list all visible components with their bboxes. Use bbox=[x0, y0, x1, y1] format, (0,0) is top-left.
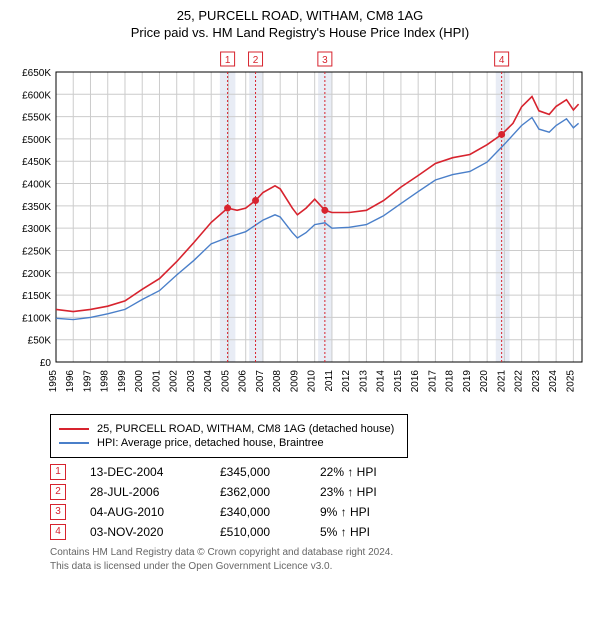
svg-text:1999: 1999 bbox=[117, 370, 128, 393]
svg-text:1998: 1998 bbox=[100, 370, 111, 393]
svg-text:3: 3 bbox=[322, 55, 328, 66]
svg-text:2022: 2022 bbox=[514, 370, 525, 393]
svg-text:£50K: £50K bbox=[28, 336, 52, 347]
legend-swatch-hpi bbox=[59, 442, 89, 444]
svg-text:2014: 2014 bbox=[376, 370, 387, 393]
svg-text:2001: 2001 bbox=[151, 370, 162, 393]
svg-text:£450K: £450K bbox=[22, 157, 51, 168]
sale-price: £510,000 bbox=[220, 525, 320, 539]
sale-date: 04-AUG-2010 bbox=[90, 505, 220, 519]
chart-svg: £0 £50K £100K £150K £200K £250K £300K £350K £400… bbox=[10, 48, 590, 408]
sale-marker-icon: 2 bbox=[50, 484, 66, 500]
sale-row: 3 04-AUG-2010£340,0009% ↑ HPI bbox=[50, 504, 590, 520]
sale-diff: 23% ↑ HPI bbox=[320, 485, 440, 499]
legend-row-1: 25, PURCELL ROAD, WITHAM, CM8 1AG (detac… bbox=[59, 423, 399, 435]
svg-text:2012: 2012 bbox=[341, 370, 352, 393]
svg-text:£650K: £650K bbox=[22, 68, 51, 79]
svg-text:£300K: £300K bbox=[22, 224, 51, 235]
svg-text:2018: 2018 bbox=[445, 370, 456, 393]
footer-line-1: Contains HM Land Registry data © Crown c… bbox=[50, 546, 590, 560]
sale-price: £345,000 bbox=[220, 465, 320, 479]
svg-text:2024: 2024 bbox=[548, 370, 559, 393]
svg-text:2005: 2005 bbox=[220, 370, 231, 393]
svg-text:2004: 2004 bbox=[203, 370, 214, 393]
svg-text:1996: 1996 bbox=[65, 370, 76, 393]
sale-diff: 5% ↑ HPI bbox=[320, 525, 440, 539]
legend-row-2: HPI: Average price, detached house, Brai… bbox=[59, 437, 399, 449]
svg-text:2008: 2008 bbox=[272, 370, 283, 393]
svg-text:2000: 2000 bbox=[134, 370, 145, 393]
svg-text:1995: 1995 bbox=[48, 370, 59, 393]
sale-diff: 22% ↑ HPI bbox=[320, 465, 440, 479]
sale-date: 28-JUL-2006 bbox=[90, 485, 220, 499]
svg-text:£150K: £150K bbox=[22, 291, 51, 302]
svg-text:£250K: £250K bbox=[22, 246, 51, 257]
sale-marker-icon: 1 bbox=[50, 464, 66, 480]
svg-text:2002: 2002 bbox=[169, 370, 180, 393]
svg-text:1: 1 bbox=[225, 55, 231, 66]
svg-text:2003: 2003 bbox=[186, 370, 197, 393]
svg-text:£0: £0 bbox=[40, 358, 52, 369]
sale-marker-icon: 4 bbox=[50, 524, 66, 540]
sale-diff: 9% ↑ HPI bbox=[320, 505, 440, 519]
svg-text:£100K: £100K bbox=[22, 313, 51, 324]
legend-swatch-property bbox=[59, 428, 89, 430]
legend: 25, PURCELL ROAD, WITHAM, CM8 1AG (detac… bbox=[50, 414, 408, 458]
footer: Contains HM Land Registry data © Crown c… bbox=[50, 546, 590, 574]
svg-text:2011: 2011 bbox=[324, 370, 335, 392]
chart-container: 25, PURCELL ROAD, WITHAM, CM8 1AG Price … bbox=[0, 0, 600, 584]
svg-text:2006: 2006 bbox=[238, 370, 249, 393]
svg-text:2021: 2021 bbox=[496, 370, 507, 393]
svg-text:2010: 2010 bbox=[307, 370, 318, 393]
title-line-1: 25, PURCELL ROAD, WITHAM, CM8 1AG bbox=[10, 8, 590, 23]
sale-row: 4 03-NOV-2020£510,0005% ↑ HPI bbox=[50, 524, 590, 540]
price-chart: £0 £50K £100K £150K £200K £250K £300K £350K £400… bbox=[10, 48, 590, 408]
footer-line-2: This data is licensed under the Open Gov… bbox=[50, 560, 590, 574]
sales-table: 1 13-DEC-2004£345,00022% ↑ HPI 2 28-JUL-200… bbox=[50, 464, 590, 540]
sale-row: 1 13-DEC-2004£345,00022% ↑ HPI bbox=[50, 464, 590, 480]
legend-label-property: 25, PURCELL ROAD, WITHAM, CM8 1AG (detac… bbox=[97, 423, 394, 435]
sale-row: 2 28-JUL-2006£362,00023% ↑ HPI bbox=[50, 484, 590, 500]
svg-text:2015: 2015 bbox=[393, 370, 404, 393]
svg-text:2020: 2020 bbox=[479, 370, 490, 393]
sale-date: 03-NOV-2020 bbox=[90, 525, 220, 539]
svg-text:£550K: £550K bbox=[22, 113, 51, 124]
svg-text:4: 4 bbox=[499, 55, 505, 66]
svg-text:2023: 2023 bbox=[531, 370, 542, 393]
svg-text:£400K: £400K bbox=[22, 180, 51, 191]
legend-label-hpi: HPI: Average price, detached house, Brai… bbox=[97, 437, 324, 449]
svg-text:2025: 2025 bbox=[565, 370, 576, 393]
svg-text:£200K: £200K bbox=[22, 269, 51, 280]
svg-text:£500K: £500K bbox=[22, 135, 51, 146]
svg-text:£350K: £350K bbox=[22, 202, 51, 213]
svg-text:1997: 1997 bbox=[82, 370, 93, 393]
title-line-2: Price paid vs. HM Land Registry's House … bbox=[10, 25, 590, 40]
svg-text:2009: 2009 bbox=[289, 370, 300, 393]
svg-text:2013: 2013 bbox=[358, 370, 369, 393]
svg-text:2017: 2017 bbox=[427, 370, 438, 393]
sale-price: £362,000 bbox=[220, 485, 320, 499]
svg-text:2019: 2019 bbox=[462, 370, 473, 393]
svg-text:2: 2 bbox=[253, 55, 259, 66]
svg-text:2016: 2016 bbox=[410, 370, 421, 393]
sale-marker-icon: 3 bbox=[50, 504, 66, 520]
svg-text:2007: 2007 bbox=[255, 370, 266, 393]
sale-price: £340,000 bbox=[220, 505, 320, 519]
svg-text:£600K: £600K bbox=[22, 90, 51, 101]
sale-date: 13-DEC-2004 bbox=[90, 465, 220, 479]
